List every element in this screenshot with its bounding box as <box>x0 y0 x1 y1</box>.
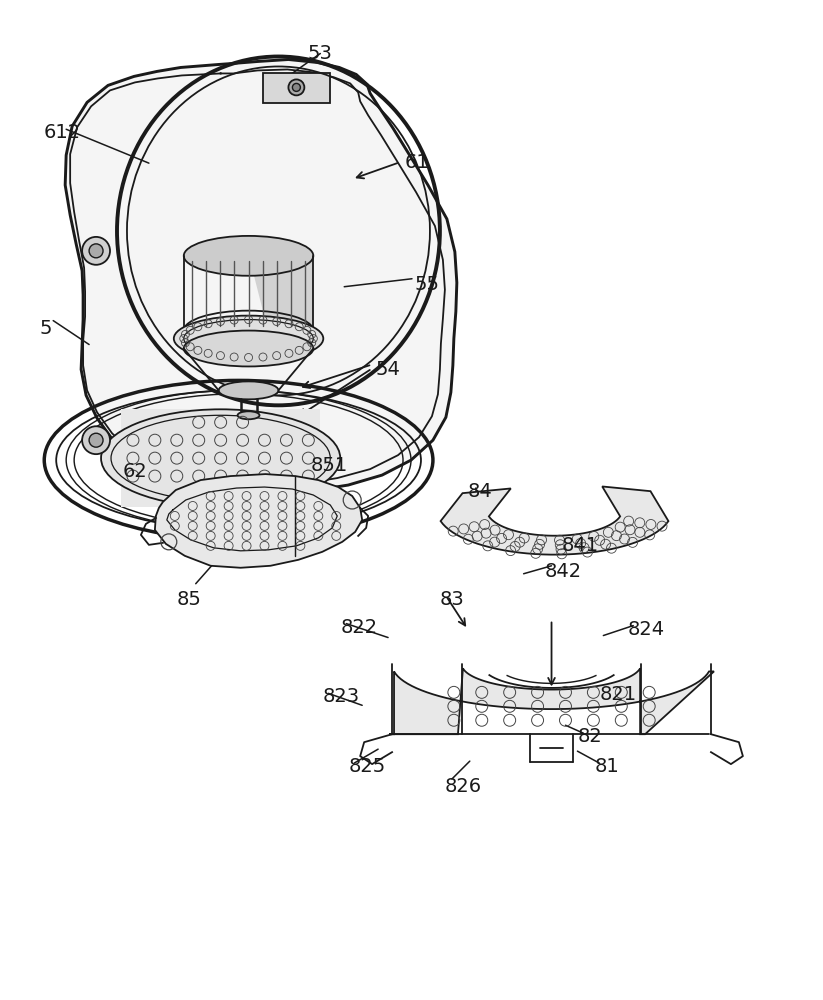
Ellipse shape <box>101 409 340 507</box>
Polygon shape <box>121 409 320 507</box>
Circle shape <box>288 79 305 95</box>
Text: 53: 53 <box>308 44 332 63</box>
Circle shape <box>89 244 103 258</box>
Text: 84: 84 <box>467 482 492 501</box>
Ellipse shape <box>238 411 259 419</box>
Polygon shape <box>389 668 714 734</box>
Text: 61: 61 <box>405 153 430 172</box>
Polygon shape <box>155 474 362 568</box>
Text: 824: 824 <box>627 620 664 639</box>
Polygon shape <box>65 59 457 493</box>
Text: 85: 85 <box>176 590 201 609</box>
Circle shape <box>82 237 110 265</box>
Polygon shape <box>440 486 668 555</box>
Ellipse shape <box>219 381 278 399</box>
Circle shape <box>89 433 103 447</box>
Text: 825: 825 <box>348 757 385 776</box>
Ellipse shape <box>184 331 314 366</box>
Circle shape <box>292 83 300 91</box>
Text: 823: 823 <box>323 687 360 706</box>
Text: 55: 55 <box>415 275 440 294</box>
Text: 54: 54 <box>375 360 400 379</box>
Polygon shape <box>249 256 314 331</box>
Text: 5: 5 <box>40 319 52 338</box>
Text: 851: 851 <box>310 456 347 475</box>
Circle shape <box>82 426 110 454</box>
Polygon shape <box>263 73 330 103</box>
Text: 81: 81 <box>594 757 619 776</box>
Text: 821: 821 <box>599 685 636 704</box>
Text: 842: 842 <box>545 562 582 581</box>
Text: 62: 62 <box>123 462 147 481</box>
Ellipse shape <box>184 236 314 276</box>
Text: 82: 82 <box>578 727 602 746</box>
Text: 841: 841 <box>561 536 598 555</box>
Text: 822: 822 <box>340 618 378 637</box>
Ellipse shape <box>174 316 323 361</box>
Text: 83: 83 <box>440 590 465 609</box>
Text: 826: 826 <box>445 777 482 796</box>
Text: 612: 612 <box>44 123 81 142</box>
